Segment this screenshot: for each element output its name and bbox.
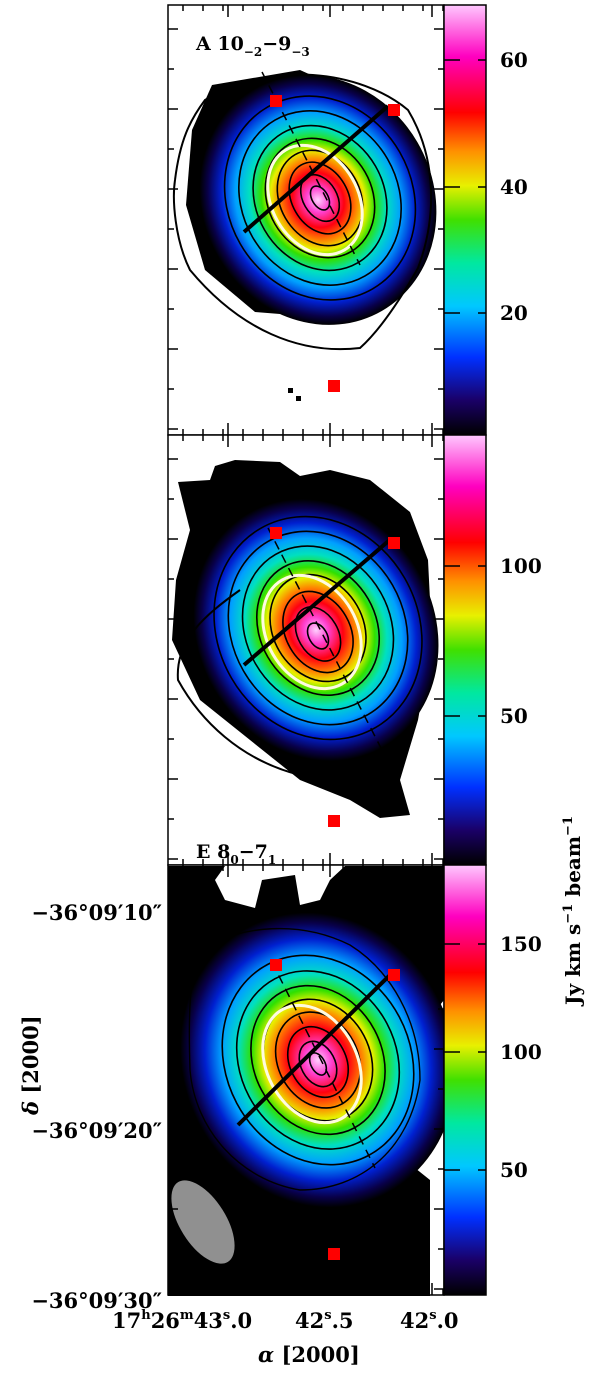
panel-3-dashed-axis bbox=[271, 961, 376, 1169]
colorbar-3-tick-label: 50 bbox=[500, 1158, 528, 1182]
colorbar-2-ticks bbox=[444, 565, 486, 717]
panel-1: A 10−2−9−3 bbox=[167, 4, 445, 436]
panel-3-beam-ellipse bbox=[261, 1003, 363, 1125]
ra-tick-label: 42s.5 bbox=[295, 1308, 354, 1333]
colorbar-1-tick-label: 60 bbox=[500, 48, 528, 72]
colorbar-1-tick-label: 40 bbox=[500, 175, 528, 199]
panel-2: E 80−71 bbox=[167, 434, 445, 867]
panel-3-ticks bbox=[168, 865, 444, 1295]
panel-2-beam-ellipse bbox=[261, 573, 363, 691]
panel-2-marker bbox=[388, 537, 400, 549]
panel-3-cut-line bbox=[236, 971, 394, 1127]
panel-1-emission-map bbox=[186, 70, 437, 401]
panel-1-transition-label: A 10−2−9−3 bbox=[195, 33, 310, 59]
x-axis-label: α [2000] bbox=[258, 1342, 360, 1367]
panel-3-marker bbox=[270, 959, 282, 971]
colorbar-1-tick-label: 20 bbox=[500, 301, 528, 325]
colorbar-3-tick-label: 150 bbox=[500, 932, 542, 956]
panel-1-cut-line bbox=[242, 104, 390, 234]
panel-3-marker bbox=[388, 969, 400, 981]
panel-1-beam-ellipse bbox=[266, 143, 364, 257]
panel-2-contours bbox=[176, 515, 423, 813]
colorbar-2: 50 100 bbox=[443, 434, 542, 866]
colorbar-unit-label: Jy km s−1 beam−1 bbox=[561, 816, 585, 1007]
panel-1-ticks bbox=[168, 5, 444, 435]
panel-2-ticks bbox=[168, 435, 444, 865]
dec-tick-label: −36°09′20″ bbox=[31, 1118, 162, 1143]
colorbar-3-ticks bbox=[444, 943, 486, 1171]
panel-3: E 8−1−70 bbox=[167, 864, 456, 1296]
panel-3-marker bbox=[328, 1248, 340, 1260]
panel-2-marker bbox=[328, 815, 340, 827]
y-axis-label: δ [2000] bbox=[18, 1015, 43, 1116]
synthesized-beam-shape bbox=[169, 1178, 237, 1266]
panel-1-marker bbox=[388, 104, 400, 116]
panel-1-marker bbox=[328, 380, 340, 392]
panel-1-contours bbox=[172, 73, 433, 351]
panel-1-marker bbox=[270, 95, 282, 107]
colorbar-2-tick-label: 100 bbox=[500, 554, 542, 578]
panel-2-cut-line bbox=[242, 536, 394, 667]
panel-2-transition-label: E 80−71 bbox=[196, 841, 276, 867]
colorbar-1: 20 40 60 bbox=[443, 4, 528, 436]
dec-tick-label: −36°09′10″ bbox=[31, 900, 162, 925]
ra-tick-label-first: 17h26m43s.0 bbox=[112, 1308, 252, 1333]
ra-tick-label: 42s.0 bbox=[400, 1308, 459, 1333]
colorbar-3-tick-label: 100 bbox=[500, 1040, 542, 1064]
panel-3-emission-map bbox=[168, 866, 456, 1296]
panel-2-dashed-axis bbox=[267, 527, 383, 751]
panel-2-marker bbox=[270, 527, 282, 539]
panel-3-transition-label: E 8−1−70 bbox=[196, 1269, 286, 1295]
colorbar-3: 50 100 150 bbox=[443, 864, 542, 1296]
colorbar-1-ticks bbox=[444, 59, 486, 314]
colorbar-2-tick-label: 50 bbox=[500, 704, 528, 728]
dec-tick-label: −36°09′30″ bbox=[31, 1288, 162, 1313]
